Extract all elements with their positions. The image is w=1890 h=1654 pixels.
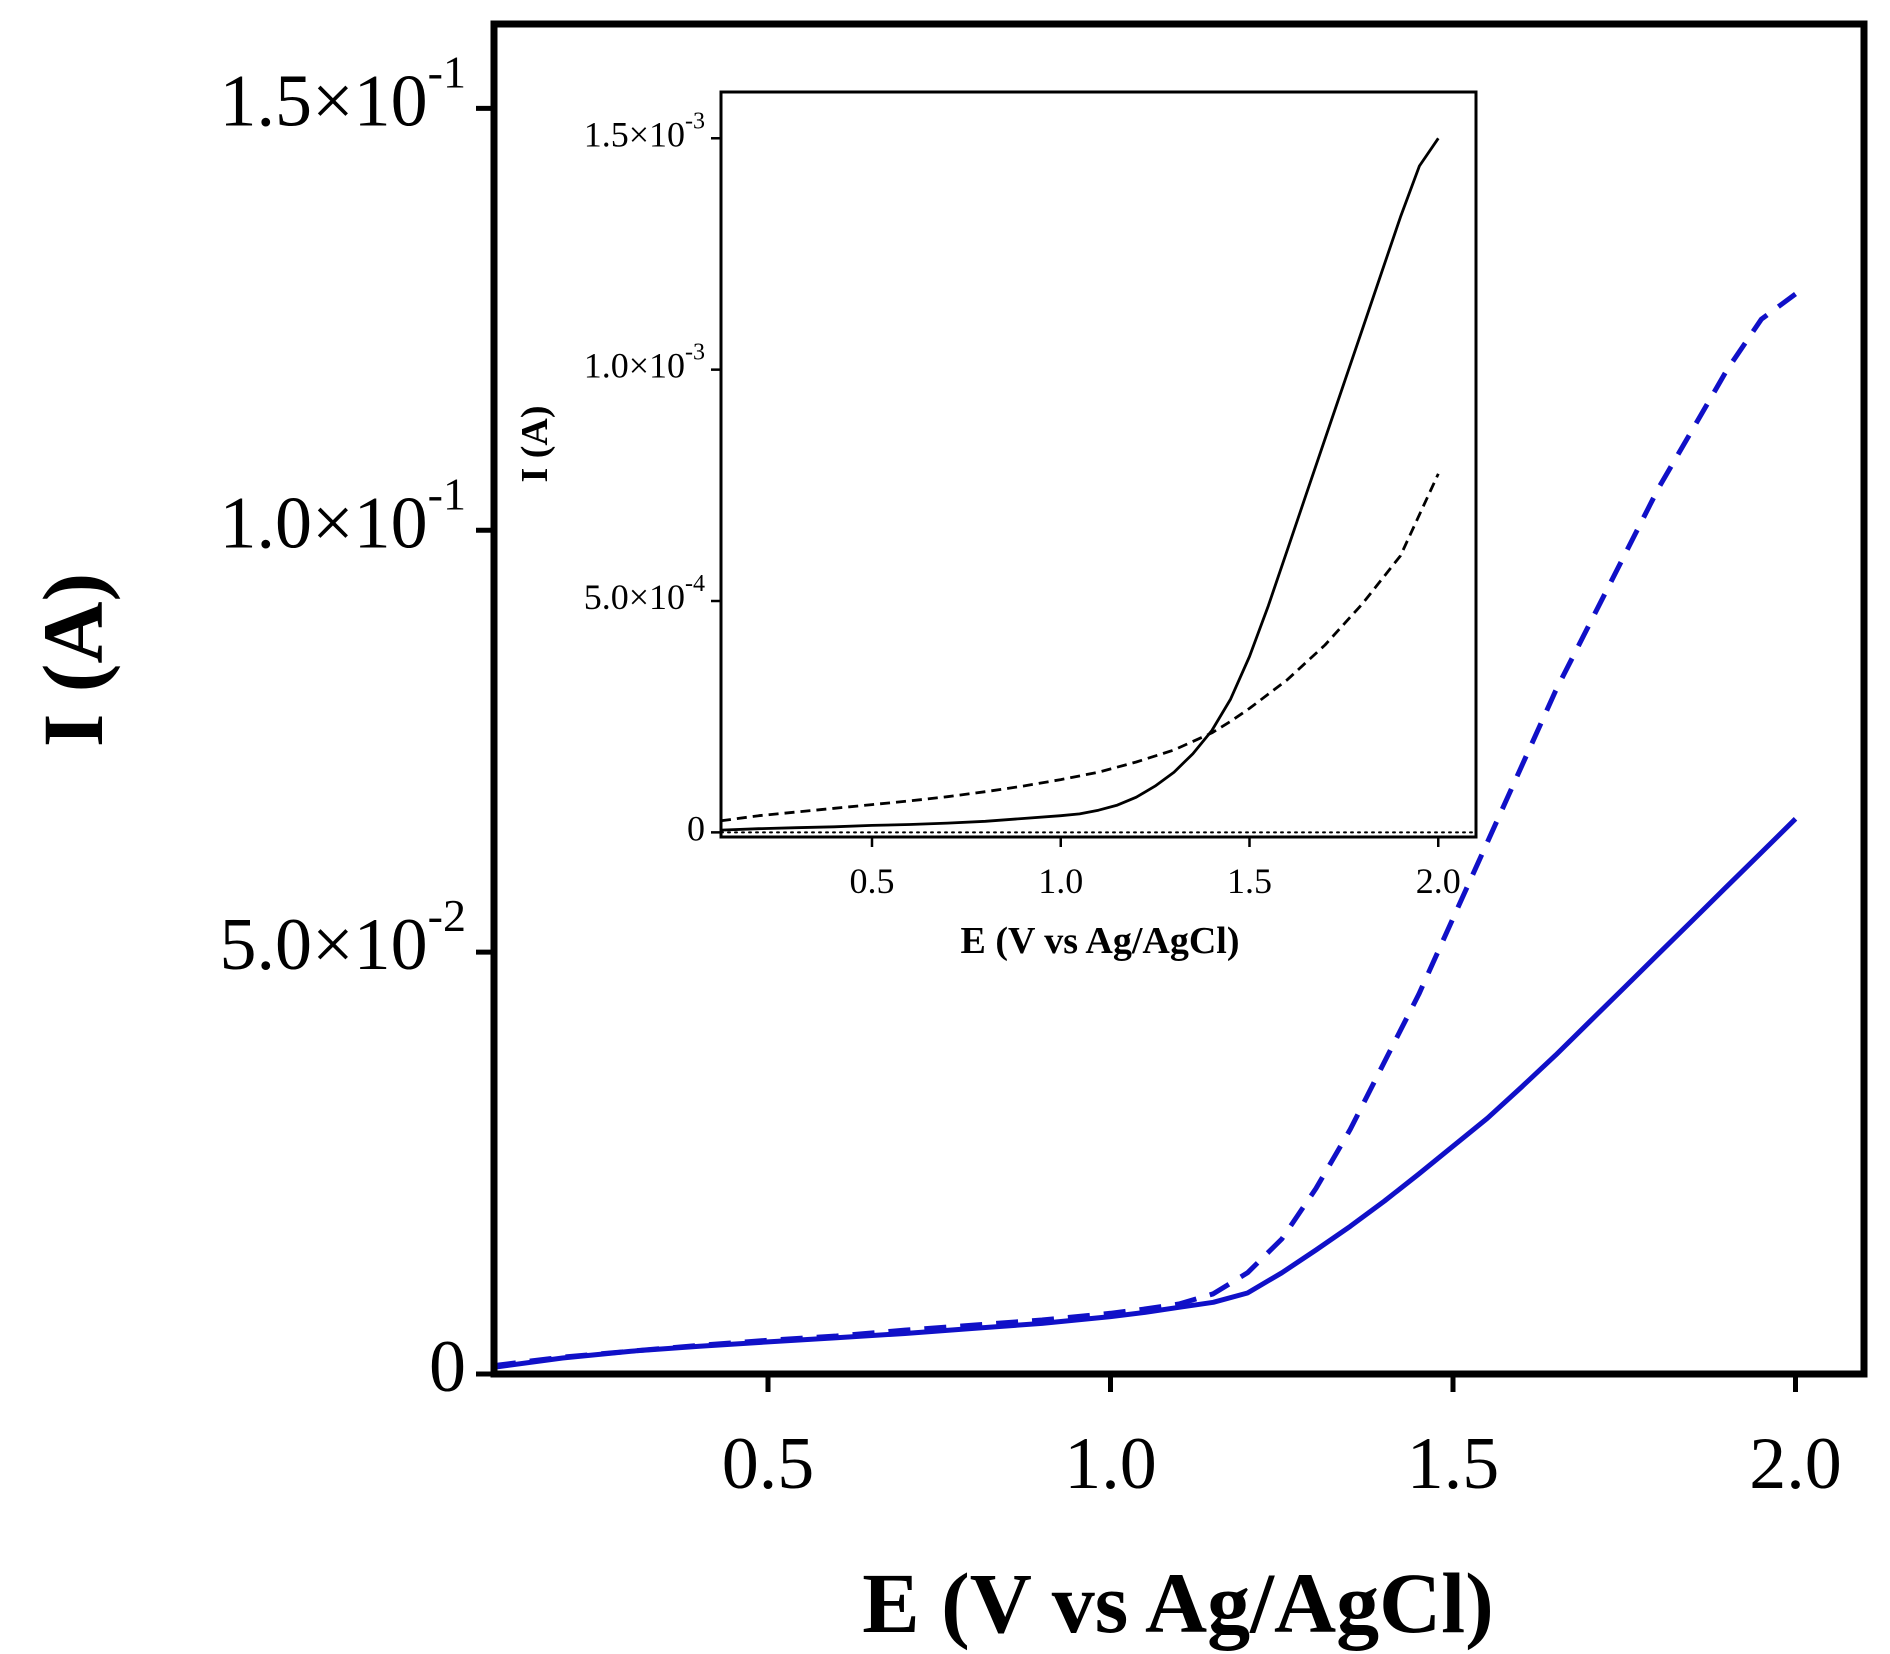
main-y-tick-exponent: -1 (428, 468, 466, 519)
main-axis-ticks: 0.5 1.0 1.5 2.005.0×10-21.0×10-11.5×10-1 (219, 46, 1841, 1505)
inset-y-tick-mantissa: 5.0×10 (584, 577, 685, 617)
main-series-layer (493, 291, 1798, 1370)
main-y-tick-mantissa: 5.0×10 (219, 904, 427, 986)
inset-x-tick-label: 1.0 (1038, 861, 1083, 901)
main-x-tick-label: 1.5 (1407, 1423, 1500, 1505)
inset-y-tick-mantissa: 0 (687, 809, 705, 849)
inset-series-solid (720, 137, 1440, 832)
main-x-tick-label: 0.5 (722, 1423, 815, 1505)
main-y-tick-label: 0 (429, 1326, 466, 1408)
main-chart: 0.5 1.0 1.5 2.005.0×10-21.0×10-11.5×10-1 E … (25, 20, 1868, 1651)
inset-axis-ticks: 0.5 1.0 1.5 2.005.0×10-41.0×10-31.5×10-3 (584, 108, 1461, 901)
inset-y-tick-mantissa: 1.5×10 (584, 115, 685, 155)
inset-y-axis-label: I (A) (514, 405, 556, 482)
inset-background (721, 92, 1476, 837)
main-plot-frame (490, 20, 1868, 1378)
main-y-axis-label: I (A) (25, 573, 121, 747)
inset-x-tick-label: 1.5 (1227, 861, 1272, 901)
inset-y-tick-exponent: -4 (685, 571, 705, 597)
inset-y-tick-label: 1.5×10-3 (584, 108, 705, 155)
main-x-axis-label: E (V vs Ag/AgCl) (862, 1555, 1494, 1651)
inset-y-tick-exponent: -3 (685, 108, 705, 134)
main-x-tick-label: 2.0 (1749, 1423, 1842, 1505)
inset-x-tick-label: 0.5 (850, 861, 895, 901)
inset-chart: 0.5 1.0 1.5 2.005.0×10-41.0×10-31.5×10-3 E … (514, 90, 1478, 962)
inset-y-tick-label: 5.0×10-4 (584, 571, 705, 618)
inset-y-tick-label: 0 (687, 809, 705, 849)
inset-x-tick-label: 2.0 (1416, 861, 1461, 901)
main-series-solid (493, 817, 1798, 1370)
main-y-tick-mantissa: 1.5×10 (219, 60, 427, 142)
main-y-tick-exponent: -1 (428, 46, 466, 97)
main-y-tick-label: 1.5×10-1 (219, 46, 466, 142)
inset-x-axis-label: E (V vs Ag/AgCl) (960, 920, 1239, 962)
main-y-tick-mantissa: 1.0×10 (219, 482, 427, 564)
main-y-tick-exponent: -2 (428, 890, 466, 941)
main-y-tick-mantissa: 0 (429, 1326, 466, 1408)
inset-y-tick-mantissa: 1.0×10 (584, 346, 685, 386)
inset-y-tick-exponent: -3 (685, 339, 705, 365)
inset-y-tick-label: 1.0×10-3 (584, 339, 705, 386)
main-y-tick-label: 5.0×10-2 (219, 890, 466, 986)
inset-series-layer (720, 137, 1477, 834)
inset-plot-frame (719, 90, 1478, 839)
main-y-tick-label: 1.0×10-1 (219, 468, 466, 564)
inset-series-dashed (720, 473, 1440, 823)
main-x-tick-label: 1.0 (1064, 1423, 1157, 1505)
